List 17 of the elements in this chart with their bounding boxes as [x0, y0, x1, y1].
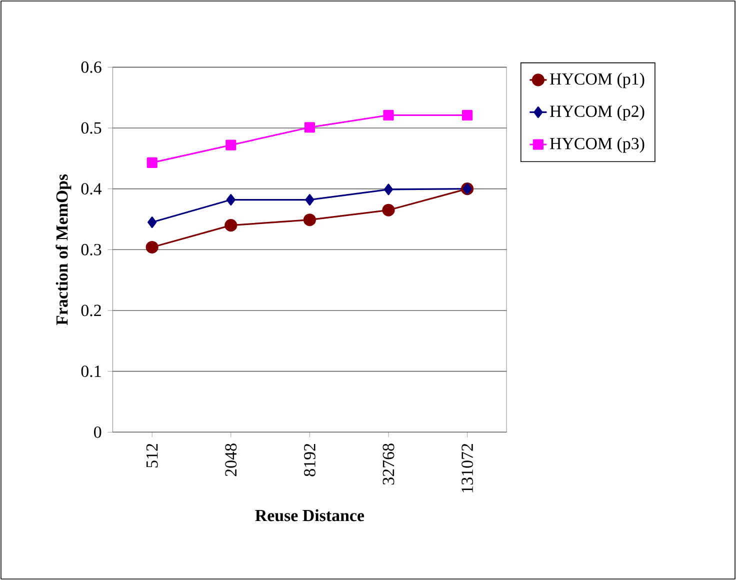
y-tick-label: 0.6 — [81, 61, 102, 73]
y-tick-label: 0.4 — [81, 183, 102, 195]
y-tick-label: 0.3 — [81, 244, 102, 256]
x-tick-label: 32768 — [382, 444, 394, 485]
x-axis-title: Reuse Distance — [255, 509, 364, 522]
y-tick-label: 0.2 — [81, 304, 101, 316]
x-tick-label: 8192 — [304, 444, 316, 476]
legend-label: HYCOM (p3) — [550, 137, 644, 153]
y-axis-title: Fraction of MemOps — [56, 174, 72, 326]
y-tick-label: 0.1 — [81, 366, 101, 378]
x-tick-label: 131072 — [462, 444, 474, 492]
x-tick-label: 2048 — [225, 444, 237, 476]
legend-label: HYCOM (p1) — [550, 72, 644, 88]
x-tick-label: 512 — [146, 444, 158, 468]
y-tick-label: 0 — [94, 426, 102, 438]
legend-label: HYCOM (p2) — [550, 105, 644, 120]
y-tick-label: 0.5 — [81, 122, 102, 134]
